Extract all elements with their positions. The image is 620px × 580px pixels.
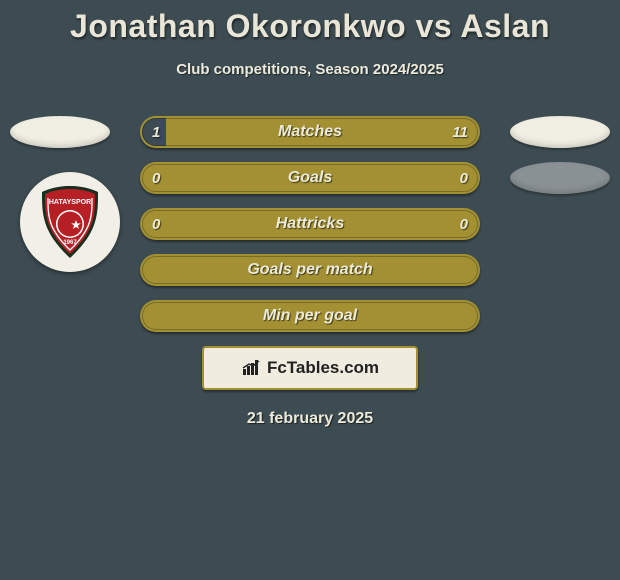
stat-bar-mpg: Min per goal: [140, 300, 480, 332]
stat-label: Matches: [140, 116, 480, 148]
stat-bar-goals: 0 Goals 0: [140, 162, 480, 194]
stat-row: 1 Matches 11: [0, 116, 620, 148]
stat-bar-matches: 1 Matches 11: [140, 116, 480, 148]
stat-value-right: 11: [452, 116, 468, 148]
player-oval-right: [510, 162, 610, 194]
svg-text:1967: 1967: [63, 240, 77, 246]
stat-bar-hattricks: 0 Hattricks 0: [140, 208, 480, 240]
stat-value-right: 0: [460, 162, 468, 194]
stat-label: Goals: [140, 162, 480, 194]
player-oval-left: [10, 116, 110, 148]
page-title: Jonathan Okoronkwo vs Aslan: [0, 0, 620, 45]
stat-label: Goals per match: [140, 254, 480, 286]
brand-text: FcTables.com: [267, 358, 379, 378]
club-badge-left: HATAYSPOR 1967: [20, 172, 120, 272]
stat-label: Min per goal: [140, 300, 480, 332]
fctables-brand-box: FcTables.com: [202, 346, 418, 390]
hatayspor-crest-icon: HATAYSPOR 1967: [38, 184, 102, 260]
player-oval-right: [510, 116, 610, 148]
bar-chart-icon: [241, 359, 263, 377]
stat-row: Min per goal: [0, 300, 620, 332]
date-text: 21 february 2025: [0, 410, 620, 428]
svg-text:HATAYSPOR: HATAYSPOR: [49, 199, 91, 206]
stat-bar-gpm: Goals per match: [140, 254, 480, 286]
stat-label: Hattricks: [140, 208, 480, 240]
subtitle: Club competitions, Season 2024/2025: [0, 61, 620, 78]
stat-value-right: 0: [460, 208, 468, 240]
